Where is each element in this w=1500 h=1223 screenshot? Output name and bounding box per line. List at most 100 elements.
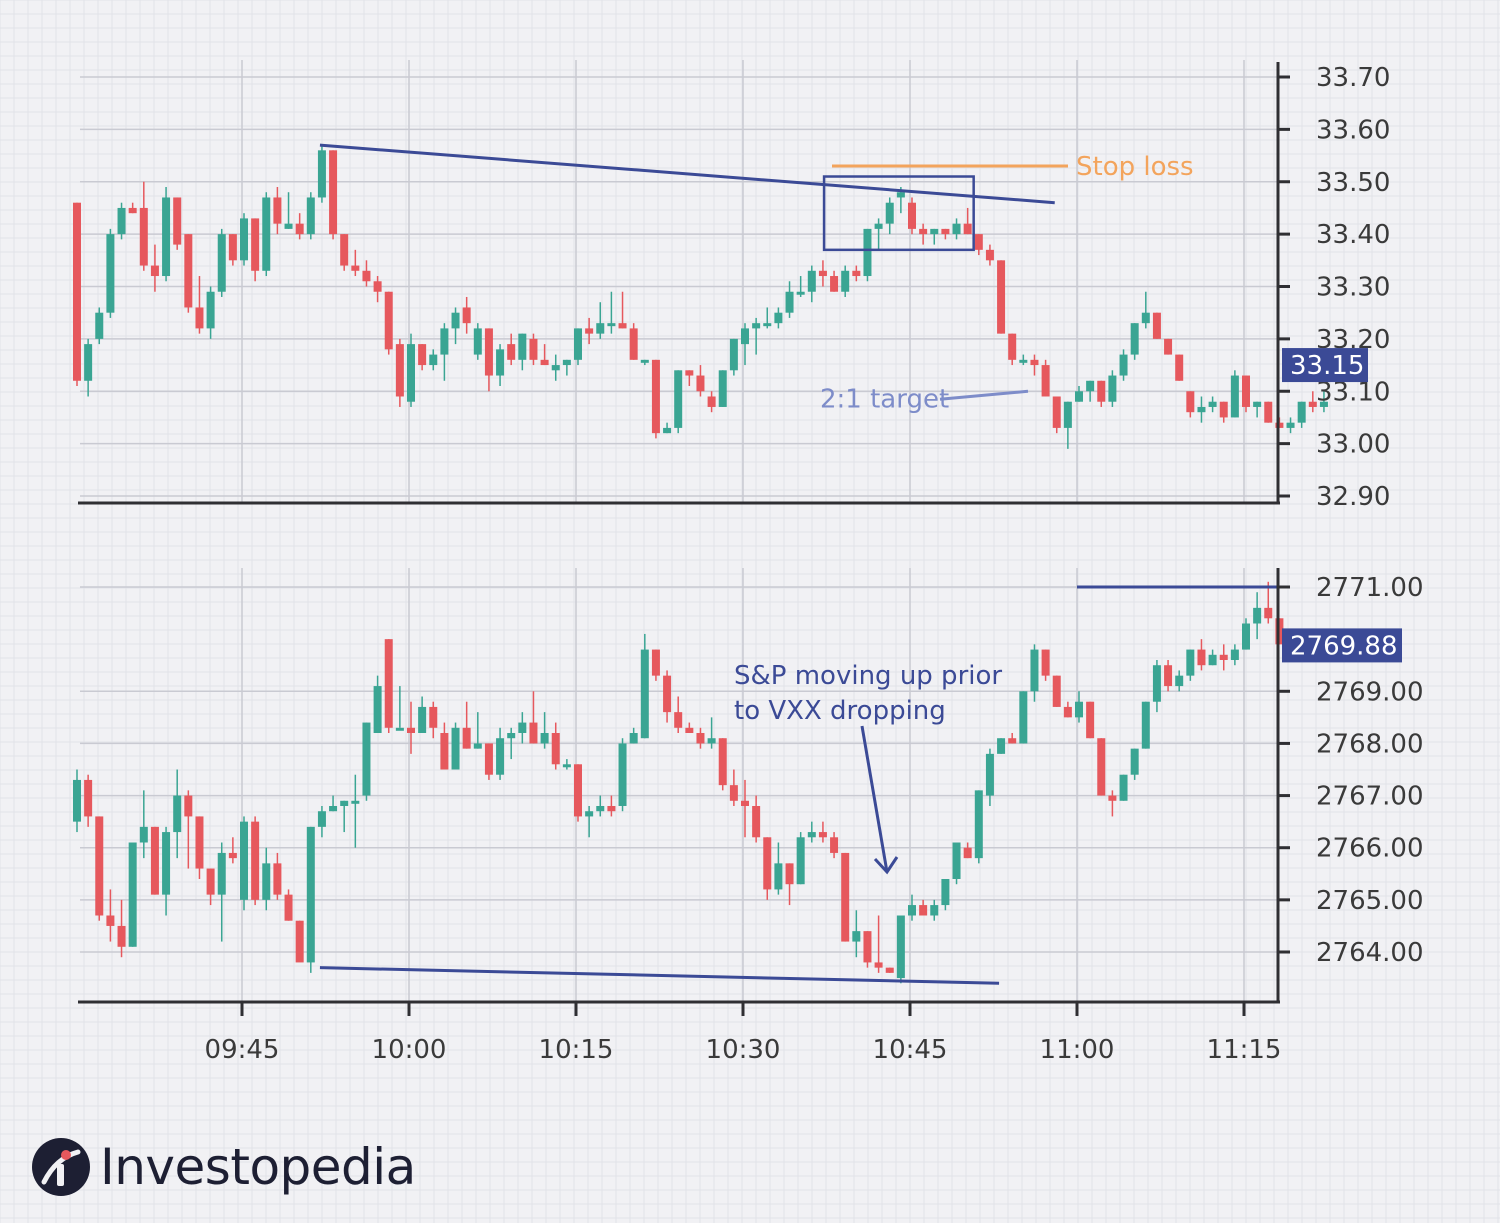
sp-candle-body [607,806,616,812]
sp-candle-body [885,967,894,973]
sp-candle-body [1219,654,1228,660]
vxx-candle-body [395,344,404,397]
sp-candle-body [195,816,204,869]
sp-candle-body [340,800,349,806]
sp-candle-body [407,727,415,733]
vxx-candle-body [150,265,159,277]
sp-candle-body [752,806,761,838]
vxx-candle-body [930,228,939,235]
sp-candle-body [262,863,271,900]
sp-candle-body [618,743,627,806]
vxx-candle-body [1319,401,1328,407]
vxx-candle-body [718,370,727,407]
sp-candle-body [84,779,93,817]
vxx-candle-body [852,270,861,277]
sp-candle-body [362,722,371,796]
sp-candle-body [384,639,393,728]
vxx-candle-body [384,291,393,350]
sp-candle-body [1242,623,1250,650]
sp-candle-body [863,931,872,963]
sp-candle-body [462,727,471,749]
vxx-candle-body [674,370,683,428]
sp-candle-body [73,779,81,822]
sp-trendline [319,966,1000,985]
vxx-candle-body [251,218,260,271]
sp-candle-body [1052,675,1061,707]
sp-candle-body [1164,665,1173,687]
sp-candle-body [484,743,493,775]
sp-candle-body [173,795,182,833]
vxx-candle-body [1152,312,1161,339]
investopedia-logo-icon [32,1138,90,1196]
sp-candle-body [529,722,538,744]
sp-candle-body [574,764,582,817]
vxx-candle-body [529,338,538,360]
sp-candle-body [1264,607,1273,619]
vxx-candle-body [896,192,905,198]
sp-candle-body [774,863,783,890]
vxx-major-grid [80,60,1278,503]
vxx-candle-body [885,202,894,224]
sp-candle-body [429,706,438,728]
vxx-candle-body [874,223,883,229]
vxx-candle-body [1052,396,1061,428]
sp-candle-body [228,852,237,859]
vxx-candle-body [451,312,460,329]
vxx-candle-body [574,328,582,360]
sp-candle-body [473,743,482,749]
sp-candle-body [306,826,315,963]
vxx-candle-body [351,265,360,271]
sp-candle-body [818,832,827,838]
sp-candle-body [963,847,972,859]
sp-candle-body [562,764,571,768]
sp-candle-body [518,722,527,733]
vxx-candle-body [1108,375,1117,402]
target-label: 2:1 target [820,384,949,414]
target-line [939,389,1029,401]
vxx-price-axis: 33.7033.6033.5033.4033.3033.2033.1033.00… [78,62,1390,512]
vxx-candle-body [240,218,248,261]
vxx-candle-body [295,223,304,235]
vxx-candle-body [562,359,571,366]
sp-candle-body [162,832,171,895]
sp-annotation-arrow-head [873,856,899,875]
sp-candle-body [1063,706,1072,718]
vxx-entry-box [822,175,975,252]
vxx-candle-body [306,197,315,235]
vxx-candle-body [585,328,594,334]
sp-candle-body [251,821,260,900]
sp-candle-body [95,816,104,916]
sp-candle-body [663,675,672,713]
vxx-candle-body [184,234,193,308]
vxx-candle-body [596,323,605,334]
vxx-candle-body [651,359,660,434]
vxx-candle-body [551,365,560,371]
sp-candle-body [1030,649,1039,692]
vxx-y-tick-label: 33.40 [1316,220,1390,250]
vxx-candles [73,145,1328,449]
time-tick-label: 11:00 [1040,1035,1115,1065]
sp-candle-body [830,837,839,853]
vxx-candle-body [607,323,616,327]
vxx-candle-body [484,328,493,376]
vxx-candle-body [807,270,816,292]
vxx-candle-body [640,359,649,363]
sp-candle-body [1108,795,1117,801]
vxx-candle-body [941,228,950,235]
vxx-candle-body [217,234,226,292]
sp-candle-body [1175,675,1184,687]
vxx-candle-body [473,328,482,355]
vxx-candle-body [629,328,638,360]
vxx-candle-body [985,249,994,261]
vxx-candle-body [228,234,237,261]
vxx-candle-body [919,228,928,235]
vxx-candle-body [340,234,349,266]
sp-candle-body [1152,665,1161,702]
sp-y-tick-label: 2767.00 [1316,782,1424,812]
sp-candle-body [373,686,382,733]
vxx-candle-body [507,344,516,360]
vxx-candle-body [407,344,415,402]
sp-y-tick-label: 2764.00 [1316,938,1424,968]
sp-candle-body [1041,649,1050,676]
